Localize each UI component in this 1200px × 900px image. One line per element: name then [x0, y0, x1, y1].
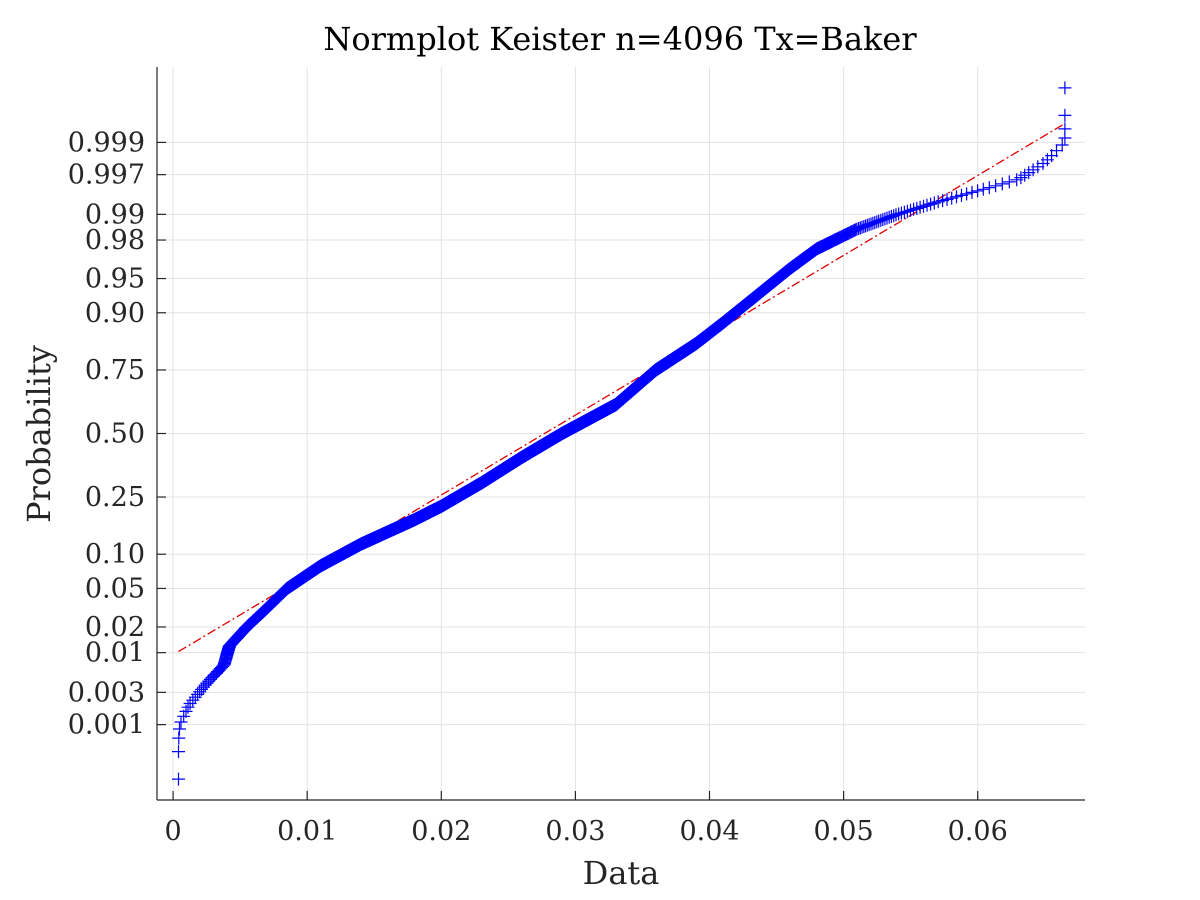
data-point-marker: [1031, 160, 1045, 174]
y-tick-label: 0.95: [85, 264, 145, 295]
x-tick-label: 0: [164, 816, 181, 847]
y-tick-label: 0.02: [85, 612, 145, 643]
data-point-marker: [955, 188, 968, 202]
x-tick-label: 0.01: [277, 816, 337, 847]
data-point-marker: [894, 206, 908, 220]
x-tick-label: 0.02: [411, 816, 471, 847]
data-point-marker: [913, 200, 927, 214]
data-point-marker: [173, 722, 186, 736]
data-point-marker: [982, 181, 996, 195]
x-tick-label: 0.05: [814, 816, 874, 847]
data-point-marker: [989, 179, 1003, 193]
data-point-marker: [995, 177, 1009, 191]
y-tick-label: 0.75: [85, 355, 145, 386]
x-tick-label: 0.03: [545, 816, 605, 847]
data-point-marker: [859, 219, 872, 233]
data-point-marker: [1055, 138, 1069, 152]
data-point-marker: [855, 220, 869, 234]
y-tick-label: 0.01: [85, 638, 145, 669]
y-tick-label: 0.10: [85, 539, 145, 570]
data-point-marker: [976, 182, 990, 196]
data-point-marker: [907, 202, 921, 216]
data-point-marker: [864, 217, 878, 231]
x-tick-label: 0.04: [679, 816, 739, 847]
data-point-marker: [960, 187, 974, 201]
data-point-marker: [172, 772, 185, 786]
x-axis-title: Data: [583, 854, 660, 892]
data-point-marker: [1058, 81, 1072, 95]
y-tick-label: 0.997: [68, 160, 145, 191]
y-tick-label: 0.05: [85, 573, 145, 604]
data-point-marker: [1058, 108, 1072, 122]
data-point-marker: [965, 185, 979, 199]
data-point-marker: [892, 207, 906, 221]
data-markers: [172, 81, 1072, 786]
data-point-marker: [920, 198, 934, 212]
data-point-marker: [900, 204, 914, 218]
y-tick-label: 0.001: [68, 710, 145, 741]
data-point-marker: [904, 203, 917, 217]
data-point-marker: [200, 676, 214, 690]
x-tick-labels: 0 0.01 0.02 0.03 0.04 0.05 0.06: [164, 816, 1007, 847]
y-tick-label: 0.25: [85, 482, 145, 513]
data-point-marker: [181, 700, 195, 714]
grid: [157, 67, 1085, 800]
y-tick-label: 0.50: [85, 419, 145, 450]
chart-title: Normplot Keister n=4096 Tx=Baker: [323, 20, 917, 58]
data-point-marker: [860, 218, 874, 232]
data-point-marker: [910, 201, 924, 215]
data-point-marker: [971, 184, 985, 198]
data-point-marker: [924, 197, 938, 211]
y-tick-label: 0.003: [68, 677, 145, 708]
axes: [156, 67, 1085, 801]
data-point-marker: [183, 697, 197, 710]
y-axis-title: Probability: [20, 345, 58, 523]
data-point-marker: [917, 199, 930, 213]
data-point-marker: [889, 208, 903, 222]
data-point-marker: [1050, 144, 1063, 158]
data-point-marker: [950, 190, 963, 204]
y-tick-label: 0.99: [85, 199, 145, 230]
data-point-marker: [174, 715, 188, 729]
x-tick-label: 0.06: [948, 816, 1008, 847]
y-tick-label: 0.98: [85, 225, 145, 256]
data-point-marker: [172, 731, 186, 745]
data-point-marker: [897, 205, 911, 219]
y-tick-label: 0.90: [85, 298, 145, 329]
data-point-marker: [1002, 175, 1016, 189]
y-tick-label: 0.999: [68, 127, 145, 158]
data-point-marker: [1058, 122, 1072, 136]
data-point-marker: [172, 745, 185, 759]
